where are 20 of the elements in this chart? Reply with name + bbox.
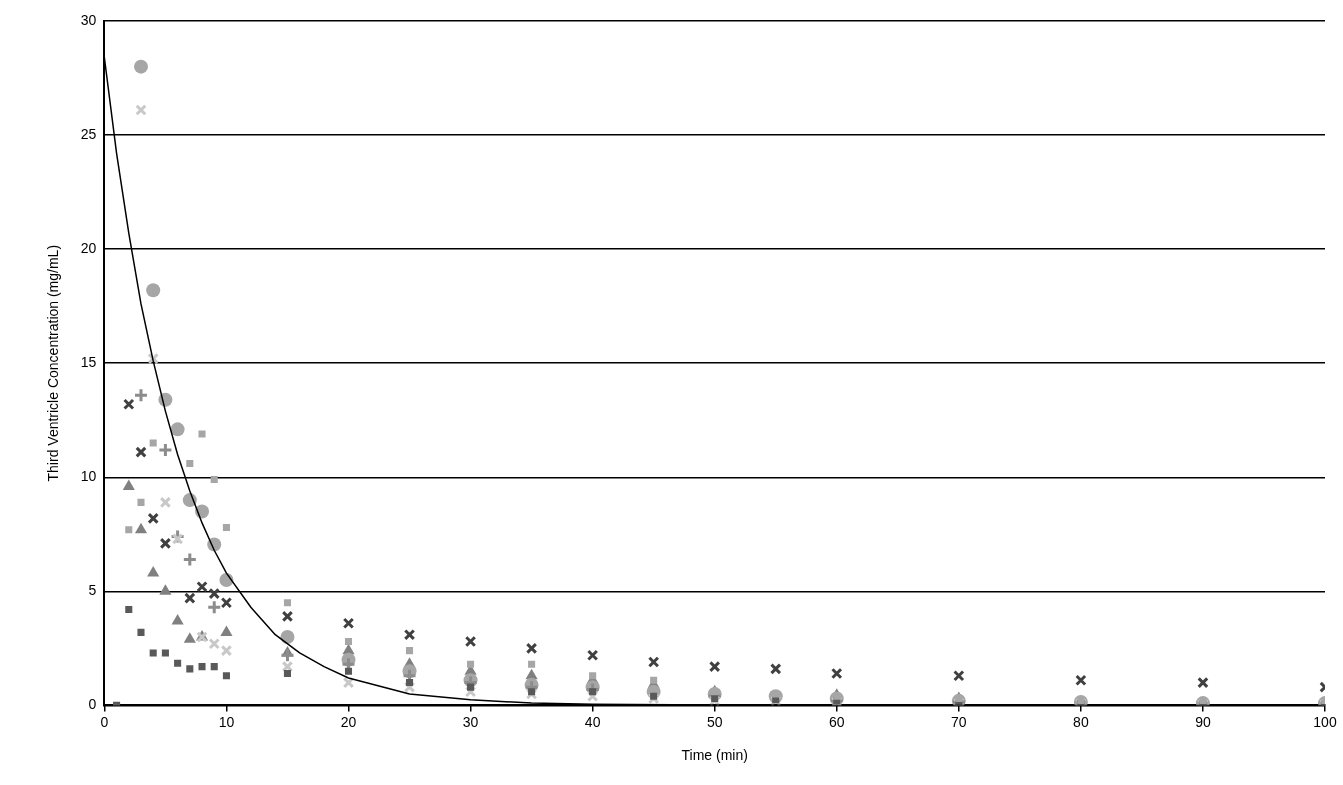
x-tick-label: 20 [340,713,357,730]
x-tick-label: 70 [951,713,967,730]
x-tick-label: 30 [462,713,479,730]
x-tick-label: 50 [706,713,723,730]
x-tick-label: 100 [1313,713,1337,730]
x-tick-label: 0 [100,713,109,730]
x-tick-label: 80 [1073,713,1089,730]
y-tick-label: 5 [88,582,97,599]
y-tick-label: 30 [80,11,97,28]
x-axis-title: Time (min) [681,747,748,764]
y-tick-label: 10 [80,468,97,485]
y-tick-label: 0 [88,696,97,713]
x-tick-label: 40 [584,713,601,730]
x-tick-label: 90 [1195,713,1211,730]
y-tick-label: 20 [80,239,97,256]
y-tick-label: 15 [80,354,97,371]
y-axis-title: Third Ventricle Concentration (mg/mL) [45,244,62,482]
x-tick-label: 60 [828,713,845,730]
x-tick-label: 10 [218,713,235,730]
y-tick-label: 25 [80,125,97,142]
